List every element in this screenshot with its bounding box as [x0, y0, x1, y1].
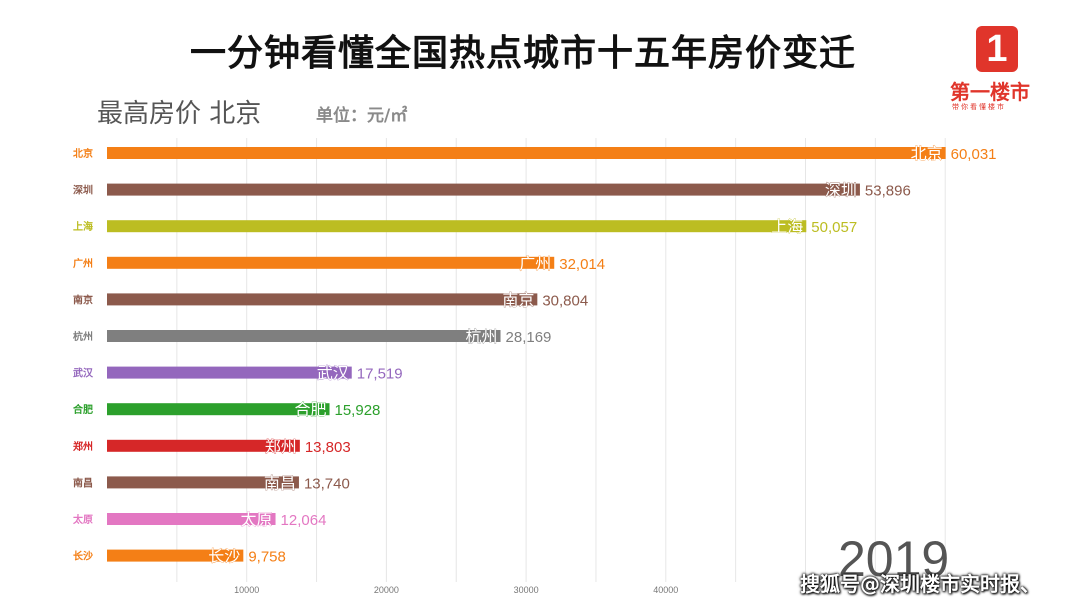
value-label: 12,064 — [281, 512, 327, 529]
x-tick-label: 20000 — [374, 585, 399, 595]
category-label: 长沙 — [73, 550, 93, 563]
logo-mark-icon: 1 — [976, 26, 1018, 72]
chart-subtitle: 最高房价 北京 — [97, 99, 262, 129]
value-label: 60,031 — [951, 146, 997, 163]
bar — [107, 183, 860, 196]
value-label: 50,057 — [811, 219, 857, 236]
bar-name-label: 太原 — [241, 510, 273, 529]
category-label: 上海 — [73, 220, 93, 233]
bar — [107, 439, 300, 452]
bar — [107, 366, 352, 379]
bar — [107, 403, 330, 416]
chart-title: 一分钟看懂全国热点城市十五年房价变迁 — [190, 33, 857, 74]
value-label: 15,928 — [335, 402, 381, 419]
bar-name-label: 长沙 — [208, 547, 240, 566]
year-label: 2019 — [838, 531, 950, 587]
category-label: 深圳 — [73, 184, 93, 197]
bar-name-label: 郑州 — [265, 437, 297, 456]
bar — [107, 220, 807, 233]
watermark: 搜狐号@深圳楼市实时报、 — [800, 572, 1040, 596]
category-label: 杭州 — [73, 330, 93, 343]
logo-slogan: 带你看懂楼市 — [952, 103, 1006, 111]
bar — [107, 147, 946, 159]
bar — [107, 330, 501, 342]
bar-name-label: 深圳 — [825, 181, 857, 200]
bar-name-label: 北京 — [911, 144, 943, 163]
category-label: 广州 — [73, 257, 93, 270]
bar — [107, 549, 244, 562]
category-label: 南昌 — [73, 476, 93, 489]
value-label: 17,519 — [357, 366, 403, 383]
logo-digit: 1 — [986, 28, 1008, 70]
value-label: 9,758 — [248, 549, 286, 566]
category-label: 北京 — [73, 147, 93, 160]
value-label: 13,803 — [305, 439, 351, 456]
brand-logo: 1 第一楼市 带你看懂楼市 — [942, 26, 1052, 116]
category-label: 太原 — [72, 513, 93, 526]
bar-name-label: 上海 — [771, 217, 803, 236]
unit-label: 单位：元/㎡ — [316, 106, 408, 126]
value-label: 13,740 — [304, 475, 350, 492]
bar-name-label: 南昌 — [264, 473, 296, 492]
bar-name-label: 武汉 — [317, 364, 349, 383]
category-label: 武汉 — [73, 367, 94, 380]
logo-name: 第一楼市 — [950, 80, 1030, 104]
bar — [107, 293, 538, 306]
value-label: 30,804 — [542, 292, 588, 309]
bar — [107, 513, 276, 525]
bar-name-label: 杭州 — [466, 327, 498, 346]
value-label: 32,014 — [559, 256, 605, 273]
category-label: 南京 — [73, 293, 93, 306]
bar-name-label: 广州 — [519, 254, 551, 273]
bar — [107, 256, 555, 269]
x-tick-label: 30000 — [514, 585, 539, 595]
value-label: 53,896 — [865, 183, 911, 200]
bar-name-label: 南京 — [502, 290, 534, 309]
value-label: 28,169 — [506, 329, 552, 346]
x-tick-label: 40000 — [653, 585, 678, 595]
bar — [107, 476, 299, 489]
x-tick-label: 10000 — [234, 585, 259, 595]
category-label: 郑州 — [73, 440, 93, 453]
bar-name-label: 合肥 — [294, 400, 326, 419]
category-label: 合肥 — [72, 403, 93, 416]
